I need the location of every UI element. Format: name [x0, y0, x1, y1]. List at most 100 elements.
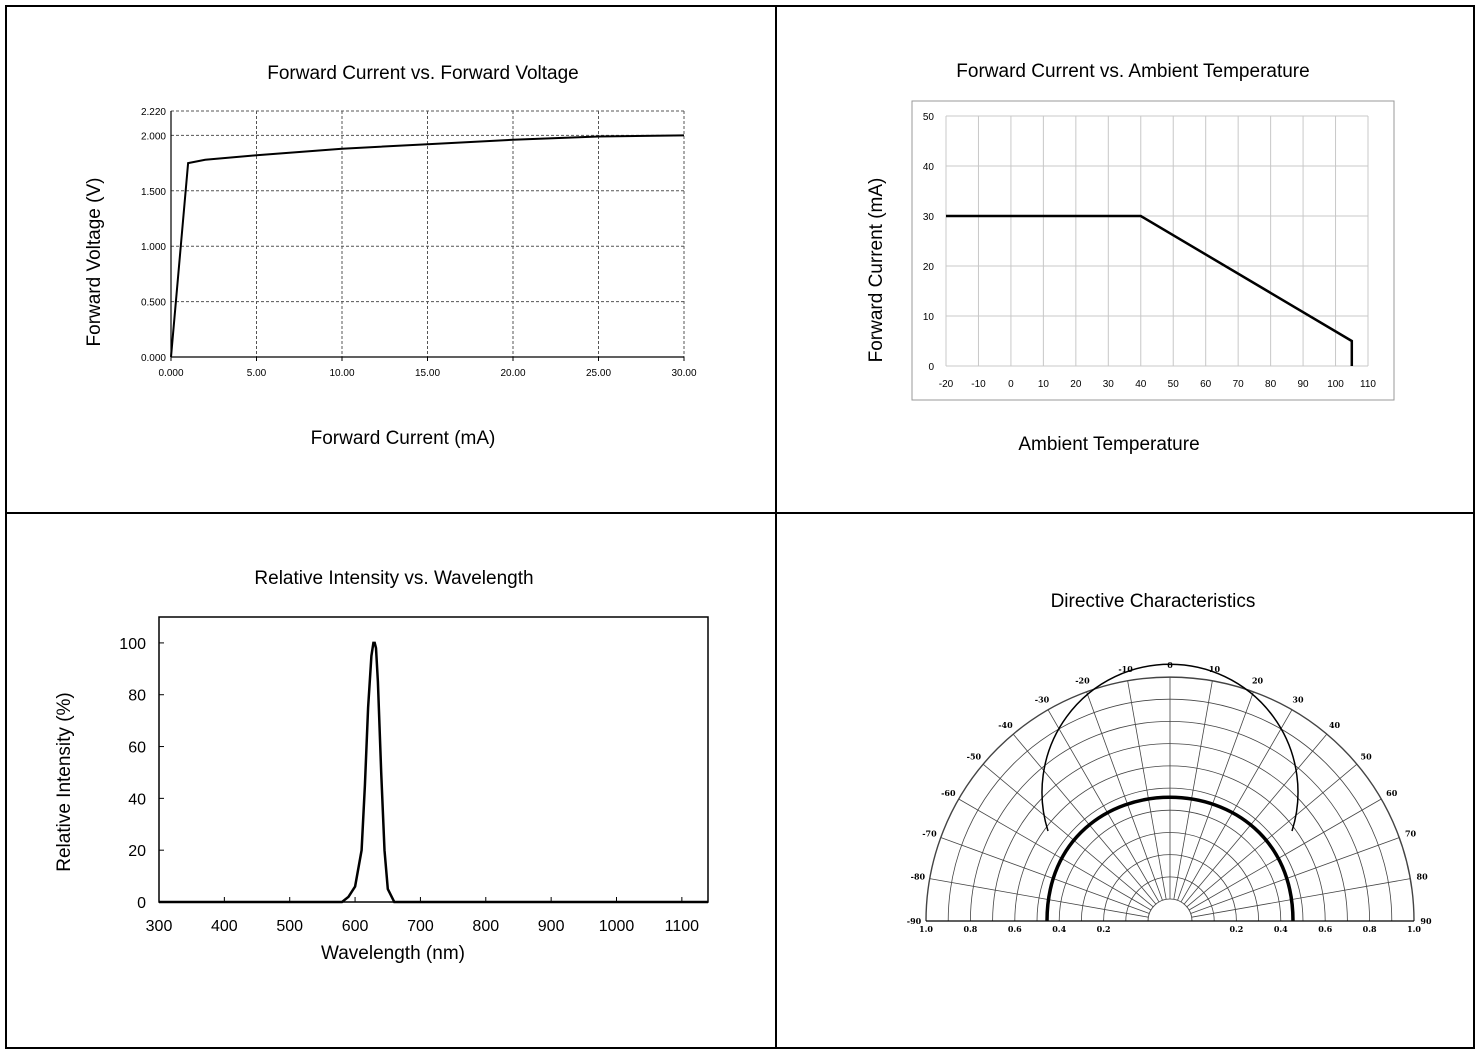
chart3-xlabel: Wavelength (nm) — [321, 943, 465, 964]
chart4-radial-label-right: 0.2 — [1229, 924, 1243, 934]
chart1-xtick: 10.00 — [329, 368, 354, 379]
chart4-grid-spoke — [1012, 733, 1157, 905]
chart2-xtick: 90 — [1298, 379, 1310, 390]
chart4-angle-label: -20 — [1075, 675, 1090, 685]
chart-directivity: Directive Characteristics 0 1020304050607… — [907, 591, 1432, 934]
chart2-xlabel: Ambient Temperature — [1018, 434, 1199, 455]
chart3-ytick: 20 — [128, 843, 146, 860]
chart4-reference-curve — [1045, 795, 1295, 922]
chart2-ytick: 10 — [923, 312, 935, 323]
chart1-ytick: 1.000 — [141, 242, 166, 253]
chart4-radial-label-right: 0.6 — [1318, 924, 1332, 934]
chart4-grid-spoke — [1180, 709, 1293, 903]
chart4-grid-spoke — [1191, 878, 1411, 918]
cell-divider-vertical — [775, 7, 777, 1047]
chart3-xtick: 500 — [276, 918, 303, 935]
chart4-angle-label: 10 — [1209, 664, 1221, 674]
chart2-title: Forward Current vs. Ambient Temperature — [956, 61, 1309, 82]
chart1-xtick: 5.00 — [247, 368, 267, 379]
chart4-angle-label: -50 — [967, 751, 982, 761]
chart4-radiation-pattern — [1041, 663, 1299, 832]
chart3-ytick: 40 — [128, 791, 146, 808]
chart2-xtick: 0 — [1008, 379, 1014, 390]
chart2-xtick: 110 — [1360, 379, 1376, 390]
chart4-radial-label-right: 1.0 — [1407, 924, 1421, 934]
chart4-grid-spoke — [1190, 837, 1400, 914]
chart2-xtick: -20 — [939, 379, 954, 390]
chart3-xtick: 700 — [407, 918, 434, 935]
chart-forward-voltage: Forward Current vs. Forward Voltage Forw… — [84, 63, 697, 449]
chart3-xtick: 600 — [342, 918, 369, 935]
chart1-ytick: 1.500 — [141, 187, 166, 198]
chart1-xtick: 25.00 — [586, 368, 611, 379]
chart1-xtick: 15.00 — [415, 368, 440, 379]
chart2-xtick: 30 — [1103, 379, 1115, 390]
chart2-series-line — [946, 214, 1354, 366]
chart4-grid-spoke — [940, 837, 1150, 914]
chart2-xtick: 50 — [1168, 379, 1180, 390]
chart1-series-line — [170, 134, 685, 358]
chart-derating: Forward Current vs. Ambient Temperature … — [866, 61, 1395, 455]
chart4-grid-spoke — [982, 763, 1154, 908]
chart4-grid-spoke — [1086, 691, 1163, 901]
chart2-xtick: 70 — [1233, 379, 1245, 390]
chart4-radial-label-right: 0.4 — [1274, 924, 1288, 934]
chart1-ytick: 2.220 — [141, 107, 166, 118]
chart4-angle-label: 30 — [1292, 694, 1304, 704]
chart1-ytick: 0.000 — [141, 353, 166, 364]
chart3-frame — [158, 616, 709, 903]
chart2-xtick: 60 — [1200, 379, 1212, 390]
chart4-radial-label-left: 1.0 — [919, 924, 933, 934]
chart3-xtick: 900 — [538, 918, 565, 935]
chart-spectrum: Relative Intensity vs. Wavelength Wavele… — [54, 568, 709, 964]
chart4-angle-label: 80 — [1417, 872, 1429, 882]
chart1-title: Forward Current vs. Forward Voltage — [267, 63, 579, 84]
chart4-angle-label: 50 — [1361, 751, 1373, 761]
chart4-angle-label: 90 — [1420, 916, 1432, 926]
chart4-radial-label-left: 0.2 — [1097, 924, 1111, 934]
chart4-radial-label-right: 0.8 — [1363, 924, 1377, 934]
chart4-grid-spoke — [1173, 680, 1213, 900]
chart1-xlabel: Forward Current (mA) — [311, 428, 496, 449]
chart4-angle-label: 70 — [1405, 828, 1417, 838]
chart4-angle-label: 60 — [1386, 788, 1398, 798]
chart2-ytick: 50 — [923, 112, 935, 123]
chart4-angle-label: -40 — [998, 720, 1013, 730]
chart3-ytick: 0 — [137, 895, 146, 912]
chart4-radial-label-left: 0.4 — [1052, 924, 1066, 934]
chart4-grid-spoke — [958, 798, 1152, 911]
chart2-xtick: -10 — [971, 379, 986, 390]
chart4-angle-label: -90 — [907, 916, 922, 926]
chart2-frame — [911, 100, 1395, 401]
chart2-xtick: 40 — [1135, 379, 1147, 390]
chart3-ytick: 100 — [119, 636, 146, 653]
chart1-ytick: 2.000 — [141, 131, 166, 142]
chart4-grid-spoke — [1183, 733, 1328, 905]
chart4-grid-spoke — [1127, 680, 1167, 900]
chart2-xtick: 10 — [1038, 379, 1050, 390]
chart4-radial-label-left: 0.8 — [963, 924, 977, 934]
chart3-xtick: 800 — [472, 918, 499, 935]
chart2-ytick: 30 — [923, 212, 935, 223]
chart2-xtick: 20 — [1070, 379, 1082, 390]
chart1-xtick: 30.00 — [671, 368, 696, 379]
chart3-xtick: 1100 — [665, 918, 700, 935]
chart4-grid-spoke — [1186, 763, 1358, 908]
chart4-angle-label: -30 — [1035, 694, 1050, 704]
chart4-angle-label: -10 — [1118, 664, 1133, 674]
chart3-ytick: 60 — [128, 740, 146, 757]
chart4-title: Directive Characteristics — [1051, 591, 1256, 612]
chart1-xtick: 20.00 — [500, 368, 525, 379]
chart4-angle-label: 20 — [1252, 675, 1264, 685]
chart2-ytick: 20 — [923, 262, 935, 273]
chart3-title: Relative Intensity vs. Wavelength — [254, 568, 533, 589]
chart3-ylabel: Relative Intensity (%) — [54, 692, 75, 872]
chart3-xtick: 1000 — [599, 918, 635, 935]
chart4-grid-spoke — [1177, 691, 1254, 901]
chart3-ytick: 80 — [128, 688, 146, 705]
chart3-xtick: 400 — [211, 918, 238, 935]
chart4-grid-spoke — [929, 878, 1149, 918]
chart1-ylabel: Forward Voltage (V) — [84, 178, 105, 347]
chart4-angle-label: 40 — [1329, 720, 1341, 730]
chart1-xtick: 0.000 — [158, 368, 183, 379]
